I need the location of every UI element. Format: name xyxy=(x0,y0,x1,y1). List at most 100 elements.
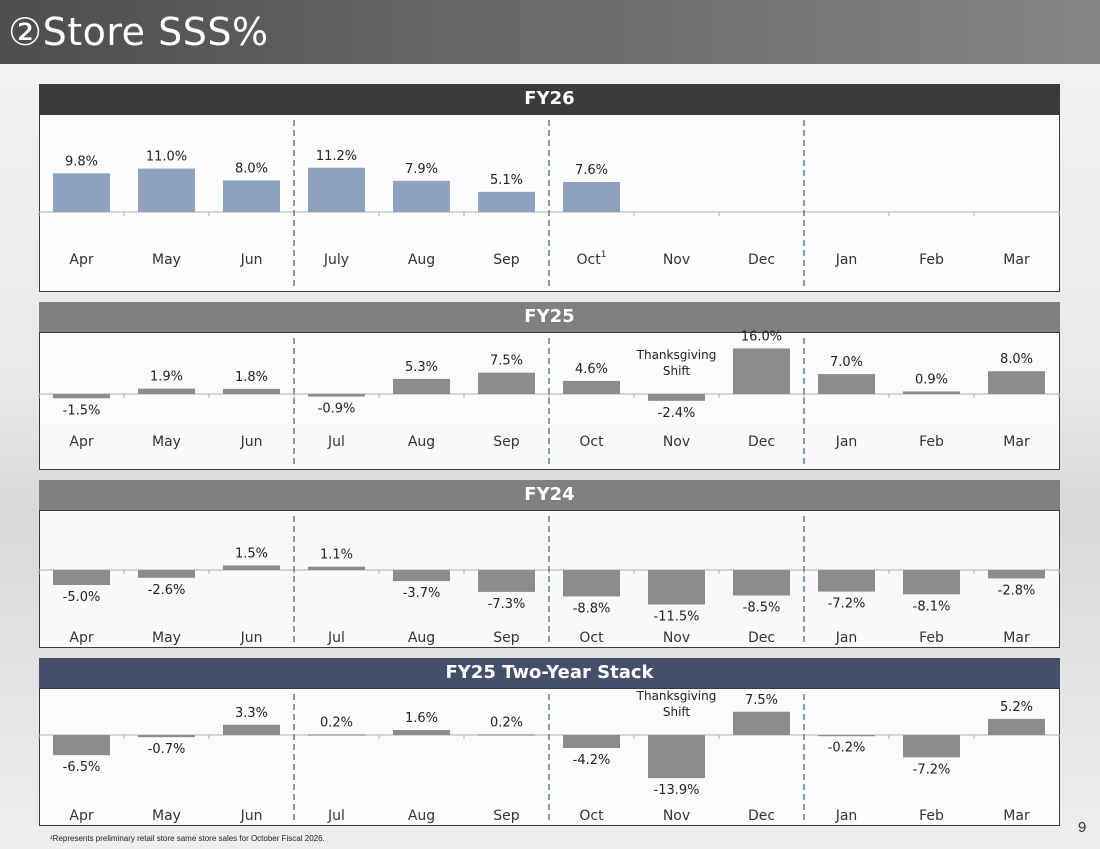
data-label: 16.0% xyxy=(741,329,782,344)
bar-jun xyxy=(223,180,280,212)
category-label: Sep xyxy=(493,434,520,450)
category-label: Feb xyxy=(919,630,944,646)
fy25-panel-header: FY25 xyxy=(39,302,1060,332)
data-label: 0.9% xyxy=(915,372,948,387)
data-label: 7.9% xyxy=(405,162,438,177)
data-label: -0.2% xyxy=(828,741,866,756)
data-label: 1.1% xyxy=(320,548,353,563)
category-label: Oct xyxy=(579,434,604,450)
data-label: 9.8% xyxy=(65,154,98,169)
category-label: Apr xyxy=(69,808,93,824)
bar-apr xyxy=(53,394,110,399)
page-number: 9 xyxy=(1078,819,1087,836)
fy24-panel-title: FY24 xyxy=(524,484,575,505)
bar-aug xyxy=(393,730,450,735)
category-label: Oct xyxy=(579,630,604,646)
data-label: 1.9% xyxy=(150,370,183,385)
category-label: Jun xyxy=(240,252,263,268)
bar-aug xyxy=(393,378,450,394)
bar-sep xyxy=(478,191,535,212)
category-label: Nov xyxy=(663,630,690,646)
bar-july xyxy=(308,167,365,212)
bar-may xyxy=(138,168,195,212)
data-label: 7.6% xyxy=(575,163,608,178)
bar-oct xyxy=(563,570,620,597)
bar-jul xyxy=(308,734,365,736)
data-label: -11.5% xyxy=(654,610,700,625)
bar-nov xyxy=(648,570,705,605)
category-label: Jan xyxy=(835,630,858,646)
data-label: -1.5% xyxy=(63,403,101,418)
category-label: Apr xyxy=(69,434,93,450)
fy26-panel-title: FY26 xyxy=(524,88,575,109)
bar-dec xyxy=(733,348,790,394)
category-label: Mar xyxy=(1003,252,1030,268)
category-label: Feb xyxy=(919,808,944,824)
category-label: Dec xyxy=(748,808,775,824)
bar-dec xyxy=(733,570,790,596)
data-label: 5.1% xyxy=(490,173,523,188)
bar-jul xyxy=(308,566,365,570)
category-label: Jan xyxy=(835,808,858,824)
data-label: 0.2% xyxy=(320,715,353,730)
bar-oct xyxy=(563,735,620,749)
category-label: Sep xyxy=(493,252,520,268)
data-label: 8.0% xyxy=(235,161,268,176)
category-label: Jul xyxy=(327,808,345,824)
category-label: July xyxy=(323,252,349,268)
fy26-panel-header: FY26 xyxy=(39,84,1060,114)
data-label: 3.3% xyxy=(235,706,268,721)
category-label: Aug xyxy=(408,808,435,824)
data-label: 5.3% xyxy=(405,360,438,375)
bar-oct xyxy=(563,380,620,394)
bar-may xyxy=(138,388,195,394)
category-label: Oct xyxy=(579,808,604,824)
annotation-text: Shift xyxy=(663,705,691,719)
category-label: Aug xyxy=(408,630,435,646)
bar-mar xyxy=(988,718,1045,735)
data-label: -5.0% xyxy=(63,590,101,605)
category-label: Dec xyxy=(748,630,775,646)
bar-apr xyxy=(53,735,110,756)
category-label: Mar xyxy=(1003,630,1030,646)
bar-jan xyxy=(818,735,875,737)
category-label: Jun xyxy=(240,808,263,824)
bar-jun xyxy=(223,388,280,394)
bar-sep xyxy=(478,570,535,592)
data-label: -7.2% xyxy=(913,762,951,777)
footnote: ¹Represents preliminary retail store sam… xyxy=(50,834,325,843)
bar-jun xyxy=(223,724,280,735)
category-label: Sep xyxy=(493,808,520,824)
fy25-panel-title: FY25 xyxy=(524,306,575,327)
data-label: -8.1% xyxy=(913,599,951,614)
data-label: -6.5% xyxy=(63,760,101,775)
data-label: 7.0% xyxy=(830,355,863,370)
category-superscript: 1 xyxy=(601,250,607,260)
category-label: Aug xyxy=(408,252,435,268)
category-label: Dec xyxy=(748,252,775,268)
category-label: Oct1 xyxy=(577,250,607,268)
stack-chart: -6.5% Apr -0.7% May 3.3% Jun 0.2% Jul 1.6% Aug 0.2… xyxy=(38,689,1060,824)
data-label: 11.0% xyxy=(146,150,187,165)
data-label: 1.6% xyxy=(405,711,438,726)
data-label: -13.9% xyxy=(654,783,700,798)
stack-panel-header: FY25 Two-Year Stack xyxy=(39,658,1060,688)
category-label: May xyxy=(152,808,181,824)
category-label: Jul xyxy=(327,434,345,450)
data-label: -0.9% xyxy=(318,402,356,417)
data-label: 5.2% xyxy=(1000,700,1033,715)
stack-panel-title: FY25 Two-Year Stack xyxy=(445,662,654,683)
page-title: ②Store SSS% xyxy=(8,10,269,54)
data-label: -4.2% xyxy=(573,753,611,768)
data-label: 0.2% xyxy=(490,715,523,730)
data-label: -7.2% xyxy=(828,597,866,612)
category-label: Dec xyxy=(748,434,775,450)
bar-oct xyxy=(563,181,620,212)
category-label: May xyxy=(152,630,181,646)
annotation-text: Shift xyxy=(663,364,691,378)
data-label: 8.0% xyxy=(1000,352,1033,367)
category-label: Apr xyxy=(69,252,93,268)
bar-nov xyxy=(648,394,705,401)
bar-may xyxy=(138,570,195,578)
title-bar: ②Store SSS% xyxy=(0,0,1100,64)
